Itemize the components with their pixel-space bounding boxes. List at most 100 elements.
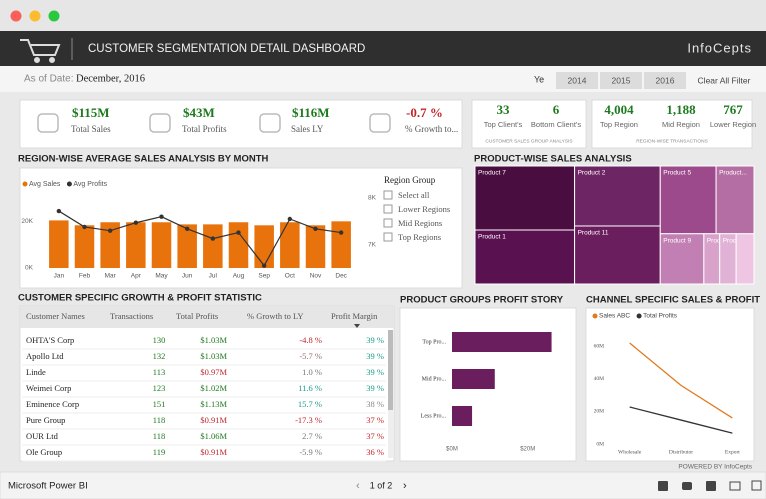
x-tick-label: Mar (105, 273, 117, 280)
slicer-checkbox[interactable] (383, 190, 393, 200)
slicer-checkbox[interactable] (383, 232, 393, 242)
summary-caption: CUSTOMER SALES GROUP ANALYSIS (485, 138, 572, 144)
summary-value: 6 (553, 102, 560, 117)
table-cell: 37 % (366, 431, 384, 441)
slicer-checkbox[interactable] (383, 204, 393, 214)
table-cell: 130 (153, 335, 166, 345)
close-button[interactable] (10, 10, 22, 22)
sales-bar (177, 224, 197, 268)
treemap-label: Product 9 (663, 237, 691, 244)
kpi-icon (369, 113, 391, 133)
x-tick-label: Wholesale (618, 449, 642, 455)
legend-label: Total Profits (643, 313, 678, 320)
sales-bar (305, 225, 326, 268)
kpi-label: Total Sales (71, 124, 111, 134)
table-cell: $1.06M (200, 431, 227, 441)
profit-point (338, 230, 344, 235)
twitter-icon[interactable] (682, 482, 692, 490)
year-button[interactable] (600, 72, 642, 89)
table-cell: -5.9 % (299, 447, 322, 457)
treemap-label: Product 1 (478, 234, 506, 241)
profit-bar (452, 332, 552, 352)
profit-point (210, 236, 216, 241)
summary-label: Bottom Client's (531, 120, 581, 129)
year-button[interactable] (644, 72, 686, 89)
minimize-button[interactable] (29, 10, 41, 22)
kpi-icon (37, 113, 59, 133)
table-cell: 39 % (366, 367, 384, 377)
slicer-option: Select all (398, 190, 430, 200)
treemap-tile (574, 225, 661, 285)
section-title: PRODUCT GROUPS PROFIT STORY (400, 295, 564, 306)
table-cell: Linde (26, 367, 46, 377)
x-tick-label: Oct (285, 273, 295, 280)
table-card (19, 305, 395, 462)
footer-bar (0, 471, 766, 499)
table-cell: -17.3 % (295, 415, 322, 425)
x-tick-label: Nov (310, 273, 322, 280)
summary-value: 4,004 (604, 102, 634, 117)
legend-marker (66, 181, 72, 187)
prev-page[interactable]: ‹ (356, 480, 360, 492)
share-icon[interactable] (729, 481, 741, 491)
summary-value: 1,188 (666, 102, 696, 117)
column-header: Total Profits (176, 311, 218, 321)
column-header: % Growth to LY (247, 311, 304, 321)
channel-line (629, 342, 733, 419)
treemap-tile (659, 165, 717, 235)
slicer-title: Region Group (384, 175, 436, 185)
table-header (20, 306, 394, 328)
facebook-icon[interactable] (706, 481, 716, 491)
sales-bar (151, 222, 172, 268)
x-tick-label: Jun (182, 273, 193, 280)
table-cell: Ole Group (26, 447, 62, 457)
clear-filter-button[interactable]: Clear All Filter (698, 75, 751, 85)
table-cell: 11.6 % (298, 383, 322, 393)
legend-label: Avg Profits (73, 181, 107, 188)
table-cell: 36 % (366, 447, 384, 457)
table-cell: OHTA'S Corp (26, 335, 74, 345)
treemap-tile (474, 165, 576, 231)
summary-card (471, 99, 587, 149)
slicer-option: Top Regions (398, 232, 441, 242)
powered-by: POWERED BY InfoCepts (678, 464, 752, 471)
kpi-value: $116M (292, 105, 330, 120)
cart-logo (20, 39, 61, 63)
scrollbar-thumb[interactable] (388, 330, 393, 410)
next-page[interactable]: › (403, 480, 407, 492)
y-tick-label: 20M (594, 409, 605, 415)
table-cell: 119 (153, 447, 165, 457)
kpi-label: Sales LY (291, 124, 324, 134)
table-cell: $1.13M (200, 399, 227, 409)
profit-point (313, 226, 318, 231)
profit-line (58, 210, 342, 267)
chart-card (585, 307, 755, 462)
y-tick-label: Mid Pro... (422, 376, 447, 382)
table-cell: 151 (153, 399, 166, 409)
sales-bar (254, 225, 274, 268)
table-cell: $1.02M (200, 383, 227, 393)
maximize-button[interactable] (48, 10, 60, 22)
profit-point (107, 228, 113, 233)
sales-bar (203, 224, 223, 268)
year-button[interactable] (556, 72, 598, 89)
y-tick-label: 0M (596, 441, 604, 447)
y2-tick-label: 7K (368, 241, 377, 248)
y2-tick-label: 8K (368, 195, 377, 202)
summary-caption: REGION-WISE TRANSACTIONS (636, 138, 708, 144)
table-cell: $0.91M (200, 415, 227, 425)
table-cell: -4.8 % (299, 335, 322, 345)
year-button-label: 2014 (568, 75, 587, 85)
legend-label: Sales ABC (599, 313, 630, 320)
y-tick-label: 40M (594, 376, 605, 382)
treemap-label: Product 7 (478, 170, 506, 177)
summary-card (591, 99, 753, 149)
fullscreen-icon[interactable] (751, 480, 762, 491)
x-tick-label: Apr (131, 273, 142, 280)
column-header: Profit Margin (331, 311, 378, 321)
as-of-value: December, 2016 (76, 73, 145, 84)
linkedin-icon[interactable] (658, 481, 668, 491)
slicer-checkbox[interactable] (383, 218, 393, 228)
kpi-label: Total Profits (182, 124, 227, 134)
